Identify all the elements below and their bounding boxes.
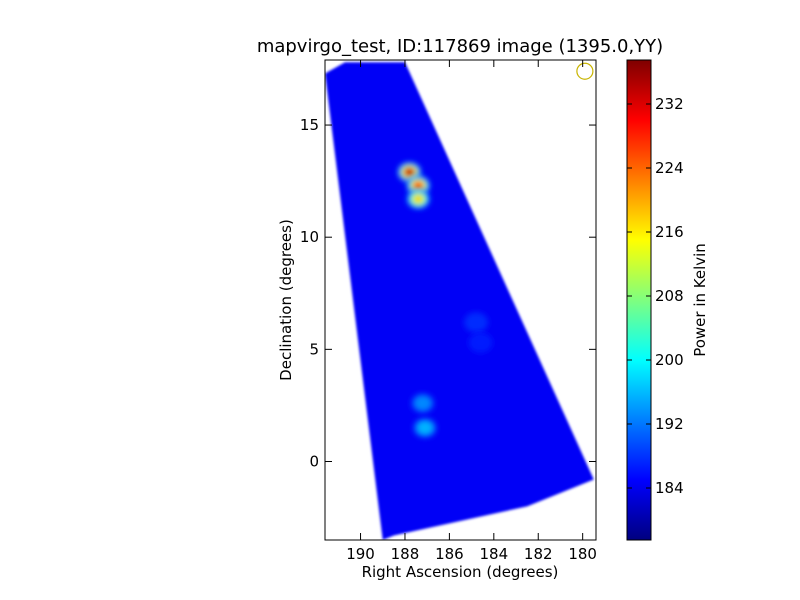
x-axis: 190 188 186 184 182 180	[346, 60, 597, 563]
colorbar-tick-label: 208	[655, 287, 684, 305]
y-tick-label: 15	[300, 116, 319, 134]
colorbar-ticks: 184 192 200 208 216 224 232	[627, 95, 684, 497]
map-layer	[325, 62, 594, 540]
hotspots	[397, 161, 493, 439]
hotspot	[397, 161, 422, 183]
colorbar-tick-label: 192	[655, 415, 684, 433]
coverage-region	[325, 62, 594, 540]
colorbar-tick-label: 200	[655, 351, 684, 369]
x-tick-label: 182	[524, 545, 553, 563]
x-axis-label: Right Ascension (degrees)	[362, 563, 559, 581]
colorbar-tick-label: 224	[655, 159, 684, 177]
colorbar-label: Power in Kelvin	[691, 243, 709, 357]
hotspot	[468, 332, 493, 353]
plot-frame	[324, 59, 597, 541]
y-axis-label: Declination (degrees)	[277, 219, 295, 381]
chart-title: mapvirgo_test, ID:117869 image (1395.0,Y…	[257, 36, 663, 57]
colorbar	[626, 59, 652, 541]
y-tick-label: 5	[309, 340, 319, 358]
hotspot	[410, 392, 435, 414]
x-tick-label: 180	[568, 545, 597, 563]
y-tick-label: 10	[300, 228, 319, 246]
y-tick-label: 0	[309, 452, 319, 470]
colorbar-tick-label: 216	[655, 223, 684, 241]
colorbar-tick-label: 184	[655, 479, 684, 497]
x-tick-label: 190	[346, 545, 375, 563]
x-tick-label: 188	[391, 545, 420, 563]
x-tick-label: 184	[479, 545, 508, 563]
hotspot	[464, 312, 489, 333]
hotspot	[406, 188, 431, 210]
hotspot	[412, 417, 437, 439]
x-tick-label: 186	[435, 545, 464, 563]
beam-marker	[576, 62, 594, 80]
colorbar-tick-label: 232	[655, 95, 684, 113]
y-axis: 0 5 10 15	[300, 116, 596, 470]
